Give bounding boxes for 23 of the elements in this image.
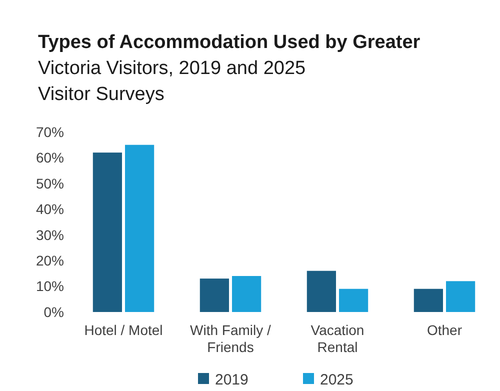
x-tick-label: With Family / Friends	[190, 322, 272, 355]
y-tick-label: 50%	[36, 175, 64, 192]
y-tick-label: 60%	[36, 150, 64, 166]
bar	[232, 276, 262, 312]
y-tick-label: 40%	[36, 201, 64, 218]
bar	[92, 152, 122, 312]
y-tick-label: 30%	[36, 226, 64, 243]
bar	[339, 288, 368, 312]
x-tick-label: Vacation Rental	[310, 322, 364, 355]
legend-label: 2019	[215, 371, 248, 388]
bar	[200, 278, 229, 312]
bar	[125, 144, 154, 312]
y-tick-label: 20%	[36, 252, 64, 268]
x-tick-label: Other	[426, 322, 462, 338]
y-tick-label: 70%	[36, 124, 64, 140]
y-tick-label: 0%	[44, 304, 64, 320]
chart-title: Types of Accommodation Used by Greater Victoria Visitors, 2019 and 2025 Visitor Surveys	[38, 32, 421, 105]
y-tick-label: 10%	[36, 278, 64, 294]
bar	[414, 288, 443, 312]
bar	[306, 270, 336, 312]
legend-label: 2025	[320, 371, 354, 388]
x-tick-label: Hotel / Motel	[84, 322, 163, 338]
bar	[446, 281, 476, 312]
